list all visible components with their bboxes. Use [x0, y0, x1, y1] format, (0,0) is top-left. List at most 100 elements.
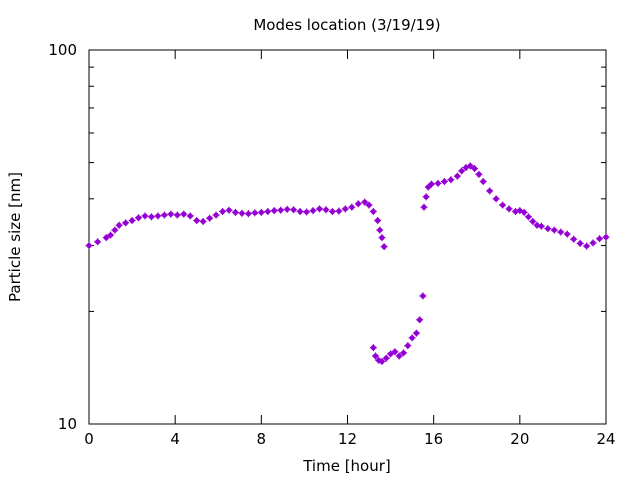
x-tick-label: 8 [257, 430, 267, 448]
data-point [107, 231, 115, 239]
data-point [270, 207, 278, 215]
data-point [537, 222, 545, 230]
data-point [212, 211, 220, 219]
data-point [544, 225, 552, 233]
x-tick-label: 12 [338, 430, 357, 448]
data-point [135, 214, 143, 222]
data-point [167, 210, 175, 218]
data-point [563, 230, 571, 238]
data-point [376, 226, 384, 234]
x-tick-label: 4 [170, 430, 180, 448]
plot-frame [88, 49, 607, 425]
data-points [85, 162, 610, 365]
data-point [128, 217, 136, 225]
y-axis-label: Particle size [nm] [6, 172, 24, 302]
data-point [141, 212, 149, 220]
data-point [238, 209, 246, 217]
data-point [458, 167, 466, 175]
y-tick-label: 100 [48, 41, 77, 59]
data-point [180, 210, 188, 218]
data-point [147, 213, 155, 221]
data-point [277, 206, 285, 214]
data-point [479, 178, 487, 186]
plot-border [88, 49, 607, 425]
data-point [206, 214, 214, 222]
data-point [361, 198, 369, 206]
data-point [492, 195, 500, 203]
data-point [231, 208, 239, 216]
data-point [115, 221, 123, 229]
data-point [419, 292, 427, 300]
data-point [576, 239, 584, 247]
data-point [193, 217, 201, 225]
data-point [309, 207, 317, 215]
data-point [94, 238, 102, 246]
data-point [387, 350, 395, 358]
data-point [378, 357, 386, 365]
data-point [404, 342, 412, 350]
data-point [122, 219, 130, 227]
data-point [257, 208, 265, 216]
data-point [283, 205, 291, 213]
data-point [303, 208, 311, 216]
data-point [440, 178, 448, 186]
x-tick-label: 20 [510, 430, 529, 448]
data-point [412, 329, 420, 337]
data-point [602, 233, 610, 241]
data-point [583, 242, 591, 250]
x-tick-label: 0 [84, 430, 94, 448]
data-point [420, 203, 428, 211]
x-tick-label: 16 [424, 430, 443, 448]
data-point [422, 193, 430, 201]
data-point [186, 212, 194, 220]
data-point [335, 207, 343, 215]
data-point [596, 235, 604, 243]
data-point [219, 207, 227, 215]
data-point [225, 206, 233, 214]
data-point [499, 201, 507, 209]
axis-ticks: 0 4 8 12 16 20 24 10 100 [48, 41, 615, 448]
data-point [570, 235, 578, 243]
data-point [374, 217, 382, 225]
data-point [290, 206, 298, 214]
data-point [315, 205, 323, 213]
data-point [529, 217, 537, 225]
data-point [589, 239, 597, 247]
data-point [382, 354, 390, 362]
data-point [296, 207, 304, 215]
data-point [365, 201, 373, 209]
data-point [322, 206, 330, 214]
data-point [354, 200, 362, 208]
data-point [400, 349, 408, 357]
data-point [391, 348, 399, 356]
data-point [369, 344, 377, 352]
data-point [520, 208, 528, 216]
data-point [557, 228, 565, 236]
data-point [154, 212, 162, 220]
data-point [471, 165, 479, 173]
data-point [395, 352, 403, 360]
data-point [486, 187, 494, 195]
data-point [328, 207, 336, 215]
chart-title: Modes location (3/19/19) [253, 16, 440, 34]
data-point [524, 213, 532, 221]
data-point [505, 205, 513, 213]
data-point [341, 205, 349, 213]
data-point [408, 334, 416, 342]
data-point [85, 242, 93, 250]
data-point [348, 203, 356, 211]
data-point [264, 207, 272, 215]
x-tick-label: 24 [596, 430, 615, 448]
y-tick-label: 10 [58, 415, 77, 433]
data-point [416, 316, 424, 324]
data-point [251, 209, 259, 217]
data-point [453, 172, 461, 180]
data-point [466, 162, 474, 170]
data-point [372, 352, 380, 360]
data-point [475, 170, 483, 178]
data-point [244, 210, 252, 218]
data-point [380, 243, 388, 251]
x-axis-label: Time [hour] [302, 457, 391, 475]
